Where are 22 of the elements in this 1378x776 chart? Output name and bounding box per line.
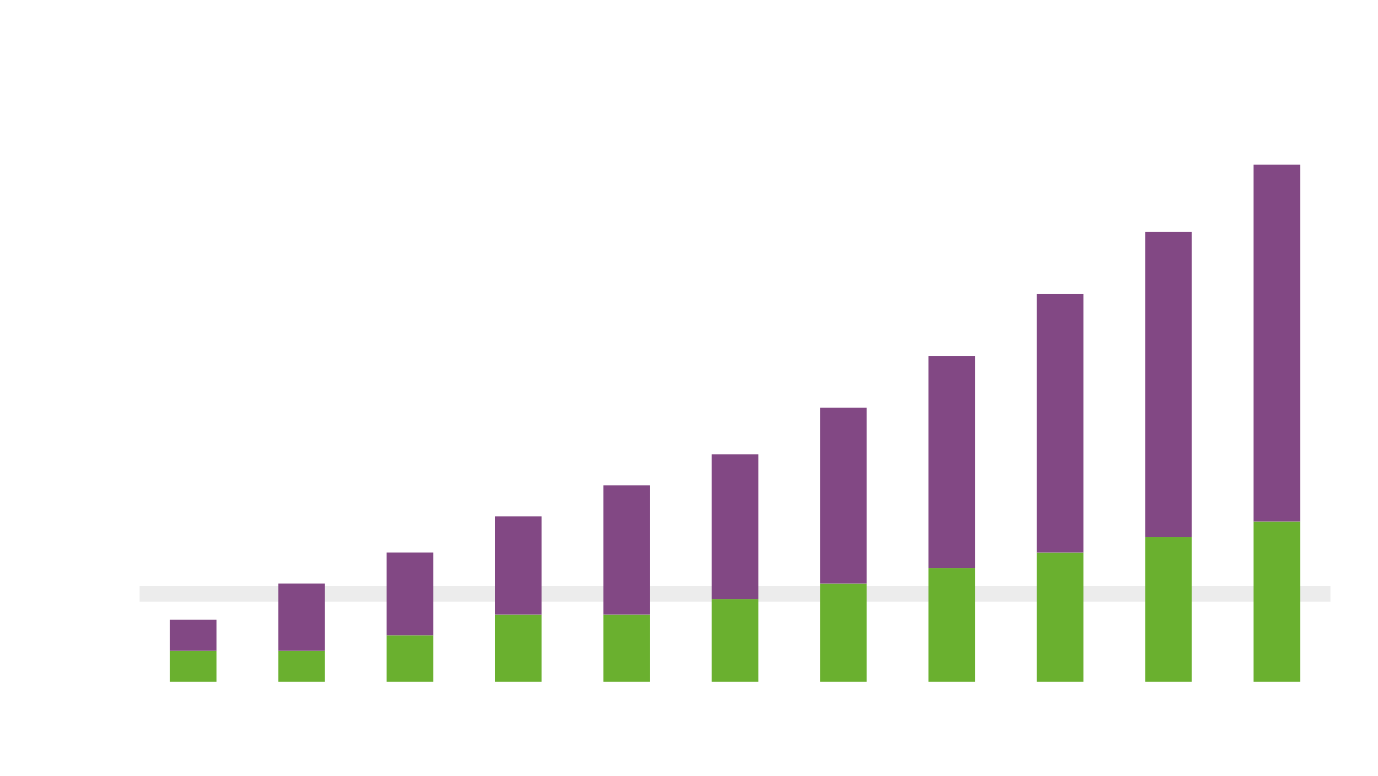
bar <box>278 583 325 651</box>
bar <box>495 614 542 682</box>
bar <box>1145 231 1192 538</box>
bar <box>1253 521 1301 682</box>
bar <box>820 583 867 682</box>
bar <box>386 635 434 682</box>
bar <box>1036 552 1084 682</box>
bar <box>820 407 867 584</box>
bar <box>1036 293 1084 553</box>
bar <box>711 454 759 600</box>
bar <box>603 614 650 682</box>
bar <box>386 552 434 636</box>
bar <box>928 356 976 569</box>
bar <box>1145 537 1192 682</box>
bar <box>928 568 976 682</box>
bar <box>278 650 325 682</box>
bar <box>603 485 650 615</box>
bar <box>1253 164 1301 522</box>
bar <box>169 650 217 682</box>
bar <box>711 599 759 682</box>
bar <box>169 619 217 651</box>
bar <box>495 516 542 615</box>
